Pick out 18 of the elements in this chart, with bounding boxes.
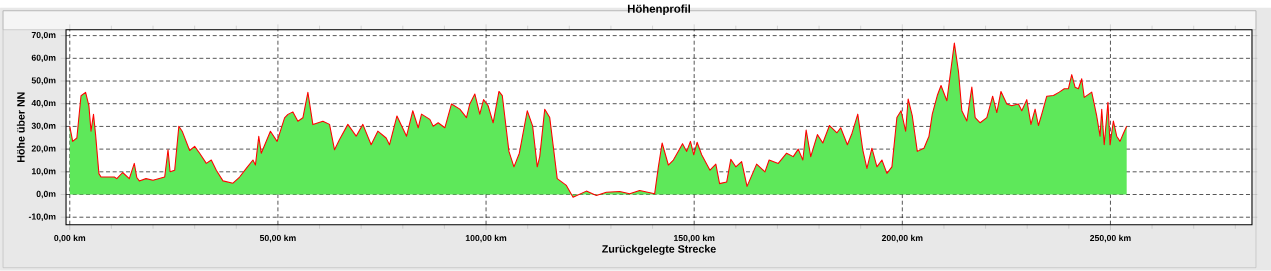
y-tick-label: 50,0m [31,77,56,85]
x-tick-label: 200,00 km [881,234,923,243]
chart-title: Höhenprofil [627,4,690,16]
x-tick-label: 150,00 km [674,234,715,243]
y-tick-label: 40,0m [31,100,56,108]
y-tick-label: -10,0m [28,213,56,222]
y-tick-label: 60,0m [31,54,56,63]
y-tick-label: 20,0m [31,145,56,153]
y-axis-title: Höhe über NN [16,92,25,163]
y-tick-label: 30,0m [31,122,56,131]
x-axis-title: Zurückgelegte Strecke [602,244,716,255]
y-tick-label: 0,0m [36,190,56,199]
x-tick-label: 0,00 km [54,234,86,243]
x-tick-label: 250,00 km [1090,234,1131,243]
y-tick-label: 70,0m [31,32,56,40]
x-tick-label: 100,00 km [465,234,507,243]
x-tick-label: 50,00 km [259,234,296,243]
y-tick-label: 10,0m [31,168,56,176]
